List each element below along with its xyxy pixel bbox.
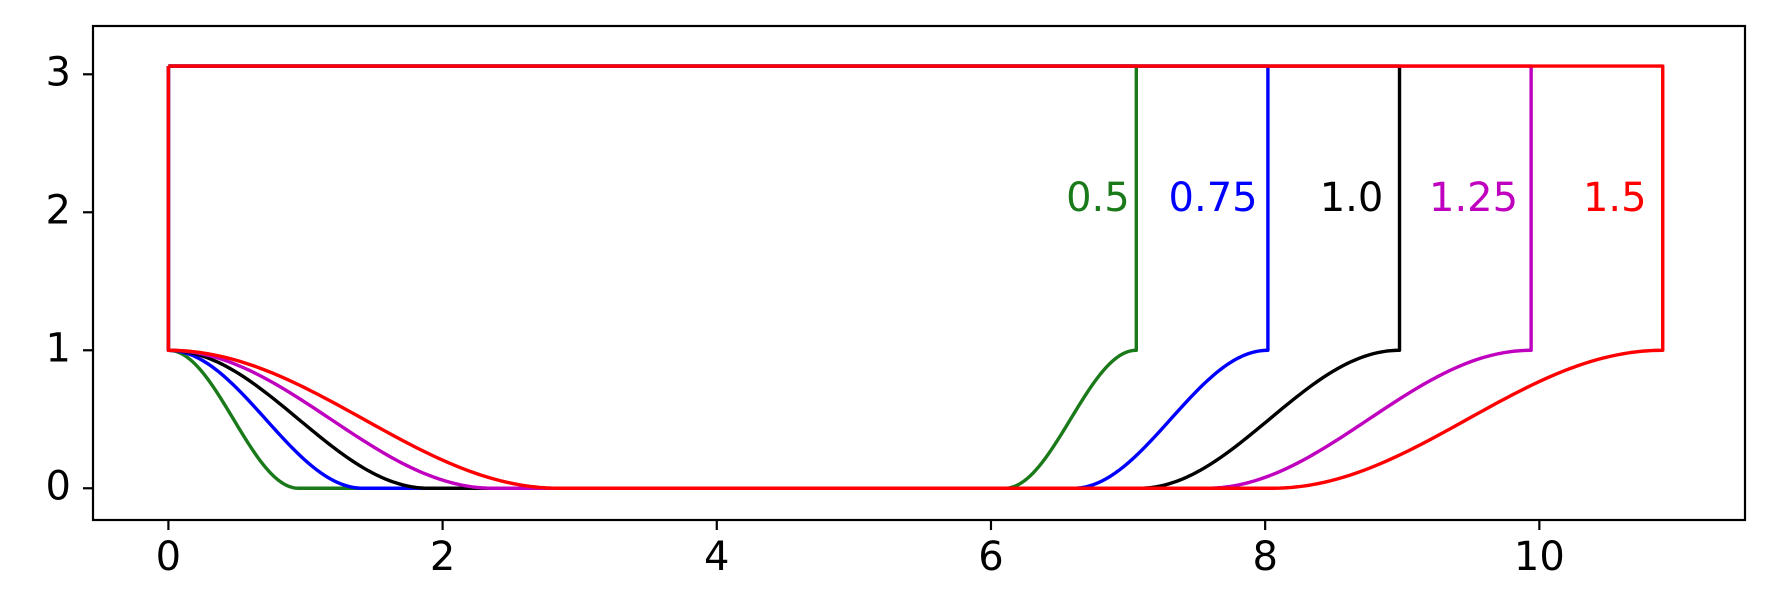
y-tick-label: 3 (46, 49, 71, 95)
x-tick-label: 10 (1514, 534, 1565, 580)
x-tick-label: 8 (1252, 534, 1277, 580)
y-tick-label: 1 (46, 325, 71, 371)
series-label-0-75: 0.75 (1169, 175, 1258, 221)
series-line-1-0 (166, 64, 1402, 490)
x-tick-label: 0 (156, 534, 181, 580)
y-axis: 0 1 2 3 (46, 49, 93, 509)
plot-area-frame (91, 24, 1747, 522)
series-label-1-0: 1.0 (1320, 175, 1384, 221)
series-label-1-25: 1.25 (1429, 175, 1518, 221)
series-labels: 0.5 0.75 1.0 1.25 1.5 (1066, 175, 1646, 221)
series-line-0-75 (166, 64, 1270, 490)
x-tick-label: 6 (978, 534, 1003, 580)
series-line-1-5 (166, 64, 1665, 490)
x-tick-label: 4 (704, 534, 729, 580)
y-tick-label: 0 (46, 463, 71, 509)
series-layer (166, 64, 1665, 490)
series-line-0-5 (166, 64, 1138, 490)
series-label-1-5: 1.5 (1583, 175, 1647, 221)
series-label-0-5: 0.5 (1066, 175, 1130, 221)
x-axis: 0 2 4 6 8 10 (156, 520, 1565, 580)
x-tick-label: 2 (430, 534, 455, 580)
y-tick-label: 2 (46, 187, 71, 233)
